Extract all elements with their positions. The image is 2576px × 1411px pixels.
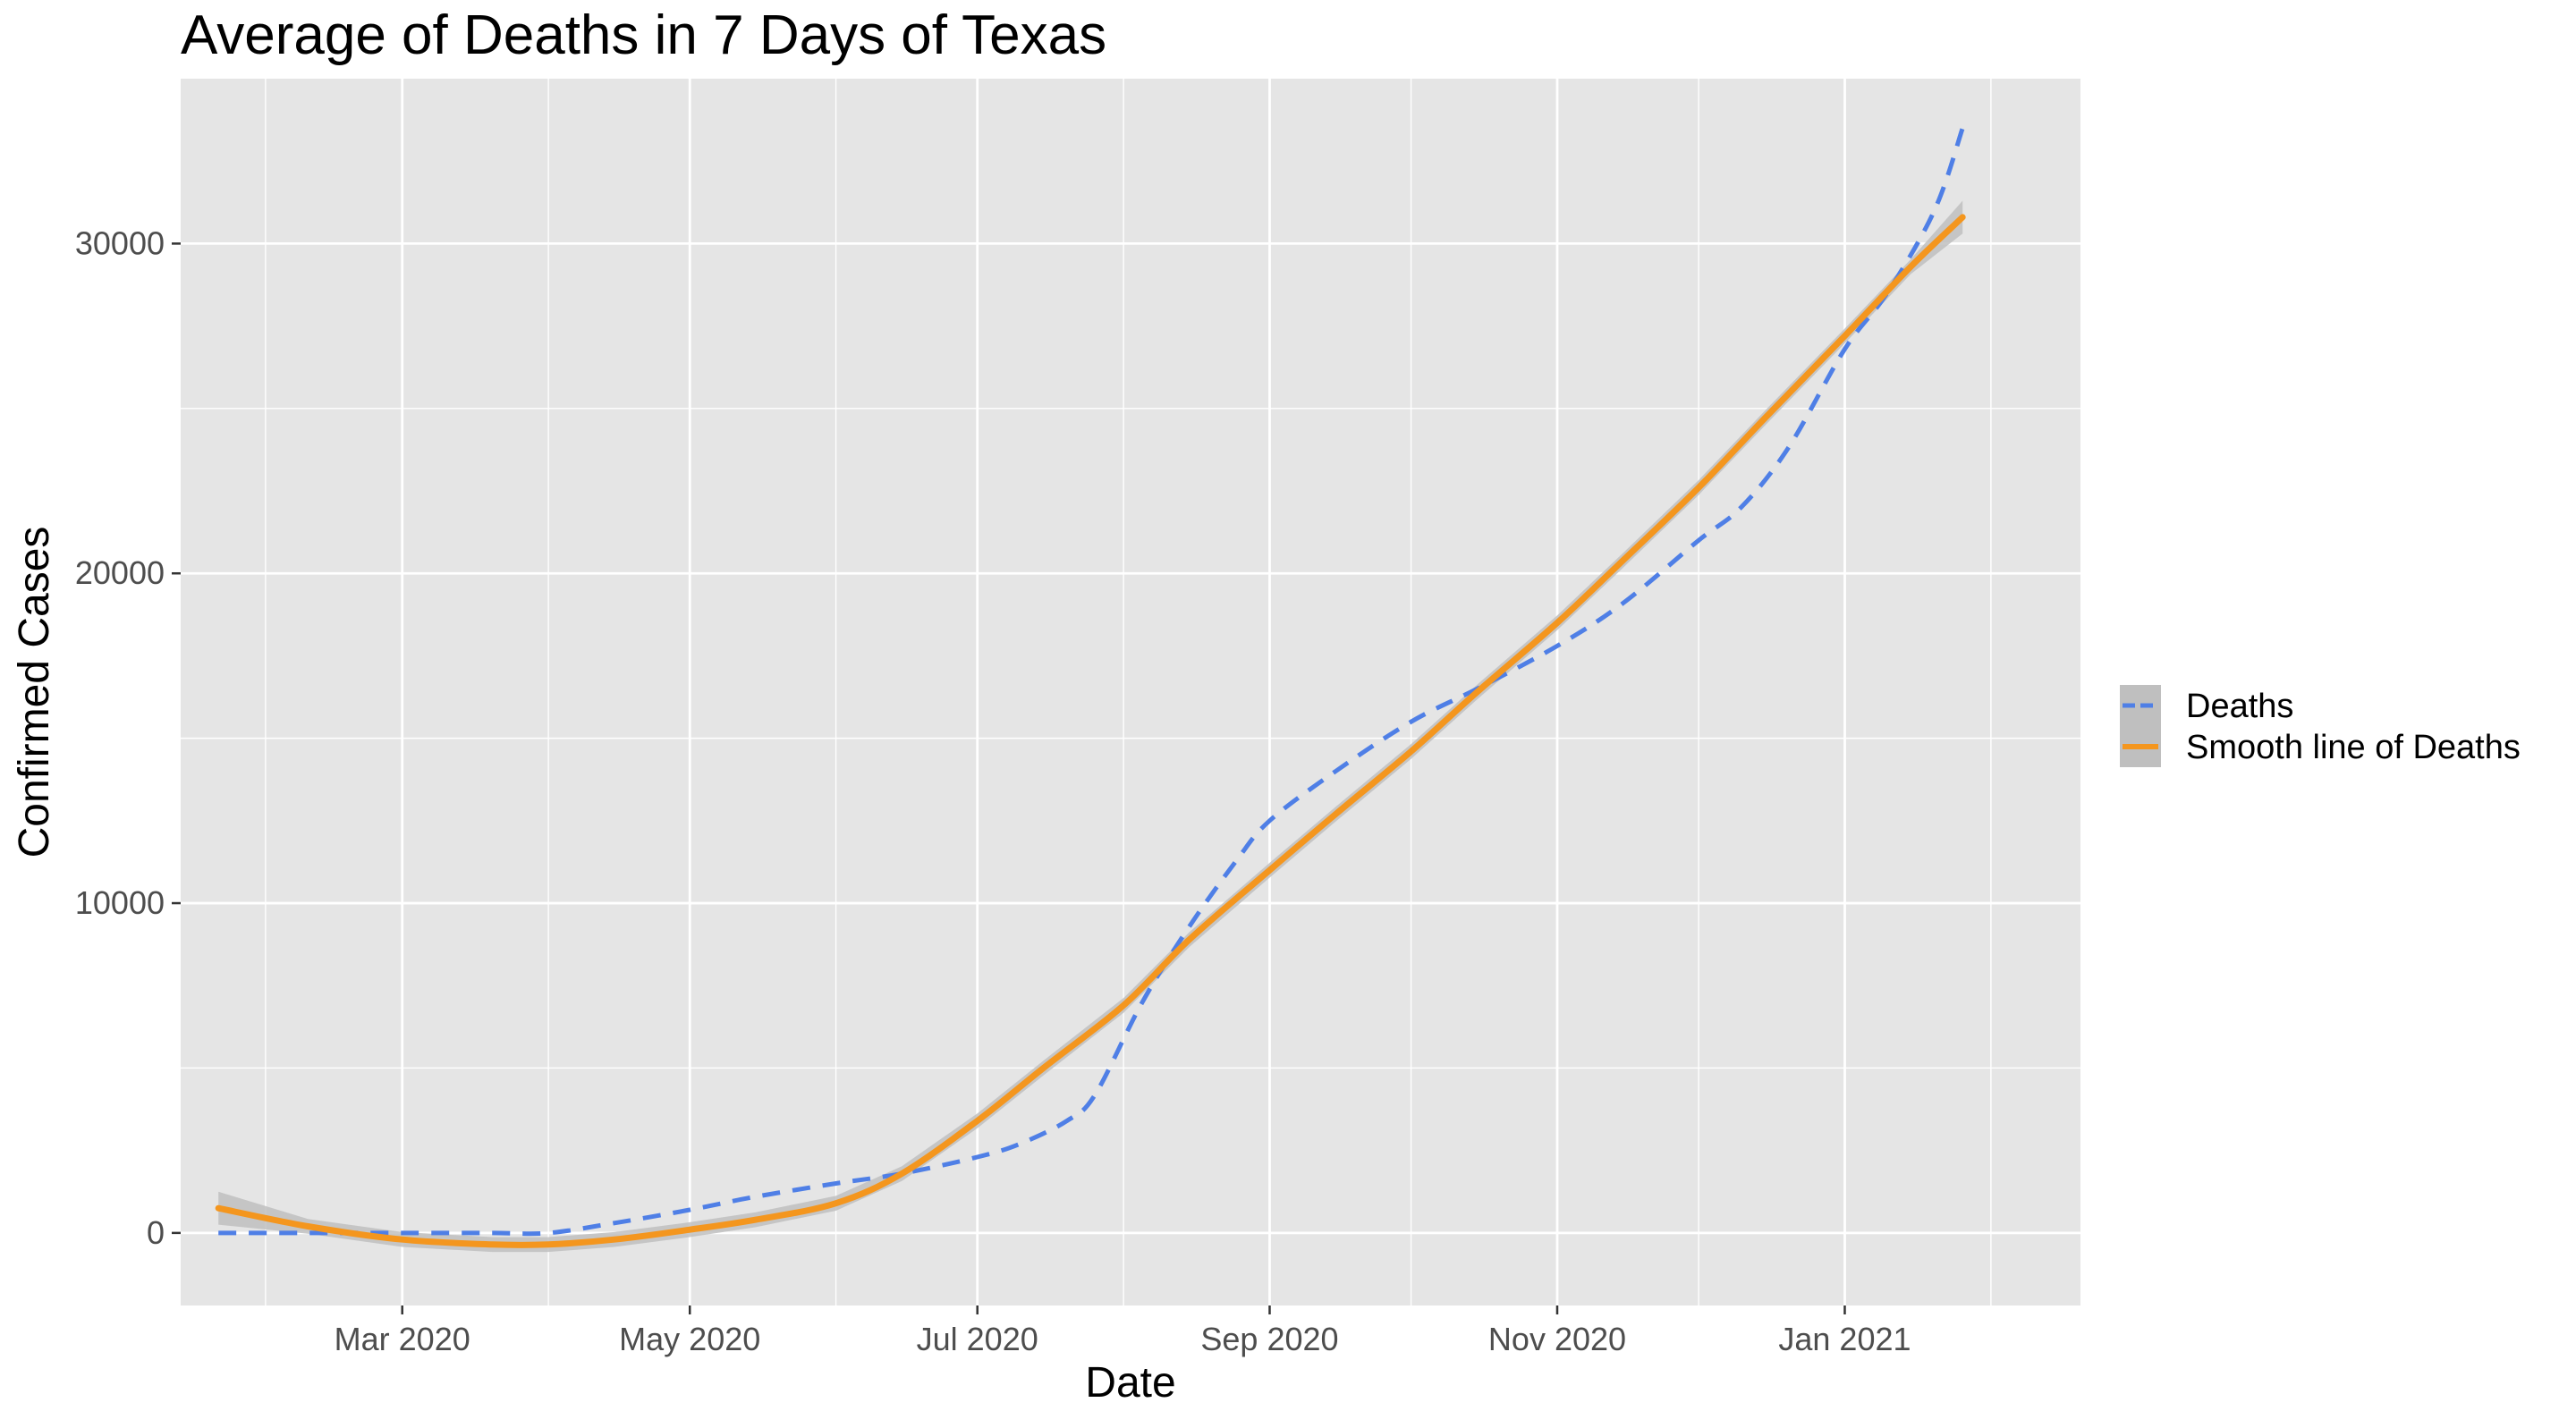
- major-gridlines: [181, 79, 2080, 1305]
- legend-key: [2120, 685, 2161, 726]
- x-tick-label: May 2020: [619, 1321, 760, 1357]
- legend: Deaths Smooth line of Deaths: [2120, 685, 2521, 767]
- minor-gridlines: [181, 79, 2080, 1305]
- y-tick-label: 20000: [75, 554, 165, 591]
- y-tick-label: 0: [147, 1214, 165, 1251]
- x-tick-label: Sep 2020: [1200, 1321, 1338, 1357]
- y-tick-label: 30000: [75, 224, 165, 261]
- x-tick-label: Nov 2020: [1488, 1321, 1626, 1357]
- y-tick-label: 10000: [75, 884, 165, 921]
- legend-label: Smooth line of Deaths: [2186, 729, 2521, 766]
- x-axis-title: Date: [1085, 1359, 1175, 1407]
- x-tick-label: Jan 2021: [1778, 1321, 1911, 1357]
- smooth-deaths-line: [215, 214, 1966, 1248]
- deaths-line: [218, 127, 1965, 1237]
- x-tick-label: Jul 2020: [917, 1321, 1038, 1357]
- x-axis: Mar 2020 May 2020 Jul 2020 Sep 2020 Nov 2020…: [335, 1305, 1911, 1357]
- series-layer: [215, 127, 1966, 1253]
- legend-label: Deaths: [2186, 688, 2293, 725]
- y-axis: 0 10000 20000 30000: [75, 224, 181, 1251]
- legend-key: [2120, 726, 2161, 767]
- chart-title: Average of Deaths in 7 Days of Texas: [181, 4, 1106, 66]
- y-axis-title: Confirmed Cases: [11, 527, 58, 858]
- x-tick-label: Mar 2020: [335, 1321, 470, 1357]
- plot-panel: [181, 79, 2080, 1305]
